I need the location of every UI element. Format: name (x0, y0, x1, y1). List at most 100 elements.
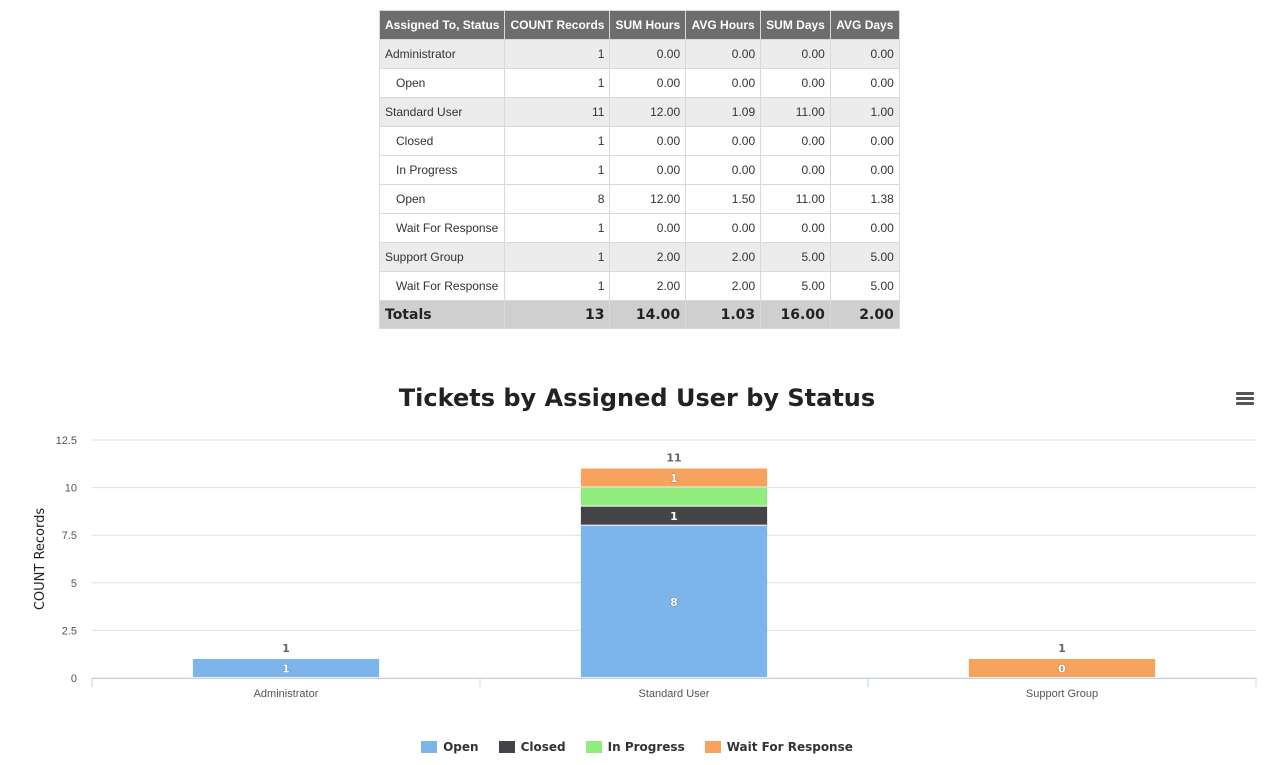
y-tick-label: 10 (65, 483, 77, 495)
totals-cell: 13 (504, 300, 611, 329)
table-cell: 0.00 (685, 213, 762, 243)
table-header-row: Assigned To, Status COUNT Records SUM Ho… (378, 10, 900, 40)
y-tick-label: 7.5 (62, 530, 77, 542)
legend-item[interactable]: Wait For Response (704, 740, 853, 754)
legend-swatch (421, 741, 438, 753)
table-cell: 5.00 (760, 271, 831, 301)
table-cell: 5.00 (829, 271, 900, 301)
table-cell: 8 (504, 184, 611, 214)
legend-swatch (585, 741, 602, 753)
table-cell: 2.00 (685, 242, 762, 272)
table-cell: 0.00 (609, 68, 687, 98)
y-tick-label: 5 (71, 578, 77, 590)
table-row: In Progress 1 0.00 0.00 0.00 0.00 (378, 155, 900, 185)
bar-segment (968, 658, 1156, 677)
bar-segment (580, 525, 768, 677)
table-cell: 0.00 (685, 126, 762, 156)
row-label-cell: Open (378, 68, 506, 98)
legend-item[interactable]: Open (421, 740, 479, 754)
column-header[interactable]: COUNT Records (504, 10, 611, 40)
table-cell: 12.00 (609, 184, 687, 214)
table-cell: 0.00 (609, 126, 687, 156)
table-cell: 0.00 (829, 68, 900, 98)
table-cell: 0.00 (760, 213, 831, 243)
table-cell: 0.00 (685, 68, 762, 98)
totals-label: Totals (378, 300, 506, 329)
totals-cell: 14.00 (609, 300, 687, 329)
column-header[interactable]: SUM Days (760, 10, 831, 40)
legend-label: In Progress (607, 740, 685, 754)
table-cell: 0.00 (829, 213, 900, 243)
table-group-row: Standard User 11 12.00 1.09 11.00 1.00 (378, 97, 900, 127)
table-cell: 11 (504, 97, 611, 127)
y-tick-label: 2.5 (62, 625, 77, 637)
table-cell: 1 (504, 213, 611, 243)
chart-title: Tickets by Assigned User by Status (398, 384, 876, 412)
legend-swatch (498, 741, 515, 753)
x-category-label: Support Group (1026, 688, 1098, 700)
table-cell: 1 (504, 126, 611, 156)
row-label-cell: Wait For Response (378, 213, 506, 243)
table-row: Open 8 12.00 1.50 11.00 1.38 (378, 184, 900, 214)
segment-data-label: 1 (670, 472, 678, 485)
column-header[interactable]: AVG Days (829, 10, 900, 40)
table-cell: 1 (504, 155, 611, 185)
legend-swatch (704, 741, 721, 753)
stack-total-label: 1 (282, 642, 290, 655)
table-cell: 12.00 (609, 97, 687, 127)
legend-label: Closed (520, 740, 566, 754)
bar-segment (192, 658, 380, 677)
legend-label: Open (443, 740, 479, 754)
table-cell: 1.50 (685, 184, 762, 214)
totals-cell: 1.03 (685, 300, 762, 329)
table-cell: 0.00 (829, 39, 900, 69)
table-cell: 2.00 (609, 271, 687, 301)
table-cell: 0.00 (760, 68, 831, 98)
row-label-cell: Administrator (378, 39, 506, 69)
row-label-cell: Wait For Response (378, 271, 506, 301)
table-cell: 0.00 (609, 155, 687, 185)
bar-segment (580, 468, 768, 487)
totals-cell: 2.00 (829, 300, 900, 329)
x-category-label: Administrator (254, 688, 319, 700)
y-tick-label: 12.5 (56, 435, 77, 447)
table-cell: 11.00 (760, 97, 831, 127)
segment-data-label: 1 (670, 510, 678, 523)
legend-item[interactable]: Closed (498, 740, 566, 754)
bar-segment (580, 506, 768, 525)
totals-cell: 16.00 (760, 300, 831, 329)
stack-total-label: 11 (666, 452, 681, 465)
table-row: Wait For Response 1 0.00 0.00 0.00 0.00 (378, 213, 900, 243)
segment-data-label: 8 (670, 596, 678, 609)
hamburger-menu-icon[interactable] (1236, 392, 1254, 406)
table-body: Administrator 1 0.00 0.00 0.00 0.00 Open 1 0.00 0… (378, 39, 900, 329)
column-header[interactable]: Assigned To, Status (378, 10, 506, 40)
table-cell: 0.00 (760, 39, 831, 69)
table-group-row: Support Group 1 2.00 2.00 5.00 5.00 (378, 242, 900, 272)
x-category-label: Standard User (639, 688, 710, 700)
stack-total-label: 1 (1058, 642, 1066, 655)
table-cell: 0.00 (829, 155, 900, 185)
table-cell: 11.00 (760, 184, 831, 214)
table-cell: 1 (504, 271, 611, 301)
table-cell: 0.00 (685, 155, 762, 185)
legend-item[interactable]: In Progress (585, 740, 685, 754)
table-cell: 1.00 (829, 97, 900, 127)
summary-table: Assigned To, Status COUNT Records SUM Ho… (378, 10, 900, 329)
column-header[interactable]: AVG Hours (685, 10, 762, 40)
segment-data-label: 0 (1058, 662, 1066, 675)
segment-data-label: 1 (282, 662, 290, 675)
table-cell: 5.00 (760, 242, 831, 272)
y-axis-title: COUNT Records (33, 508, 48, 611)
row-label-cell: Support Group (378, 242, 506, 272)
bar-segment (580, 487, 768, 506)
row-label-cell: Closed (378, 126, 506, 156)
table-row: Wait For Response 1 2.00 2.00 5.00 5.00 (378, 271, 900, 301)
table-row: Closed 1 0.00 0.00 0.00 0.00 (378, 126, 900, 156)
table-cell: 0.00 (760, 126, 831, 156)
table-totals-row: Totals 13 14.00 1.03 16.00 2.00 (378, 300, 900, 329)
legend-label: Wait For Response (726, 740, 853, 754)
table-cell: 1 (504, 39, 611, 69)
y-tick-label: 0 (71, 673, 77, 685)
